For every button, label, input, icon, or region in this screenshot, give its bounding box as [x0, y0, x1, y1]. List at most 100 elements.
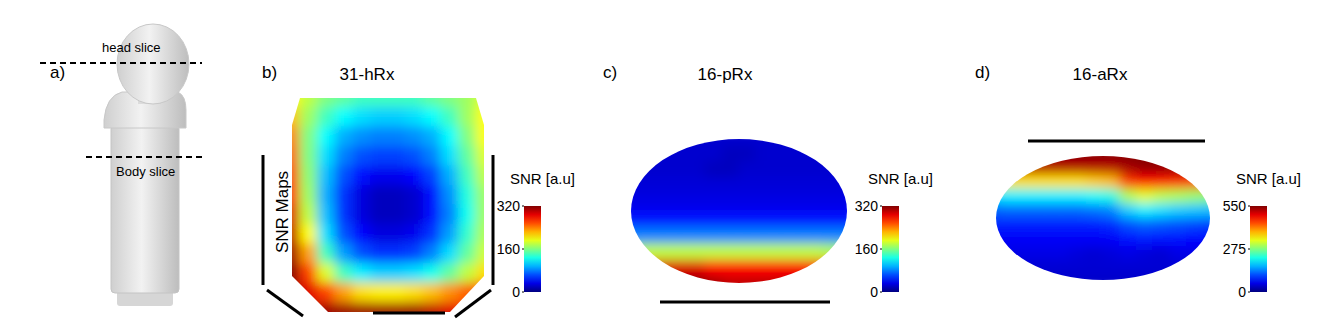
heat-cell — [476, 88, 495, 109]
heat-cell — [1136, 146, 1154, 161]
heat-cell — [335, 185, 354, 206]
panel-label: c) — [603, 63, 617, 82]
heat-cell — [772, 276, 790, 293]
colorbar-tick — [880, 292, 882, 293]
heat-cell — [1186, 160, 1204, 175]
heat-cell — [335, 283, 354, 304]
heat-cell — [1186, 146, 1204, 161]
heat-cell — [388, 205, 407, 226]
heat-cell — [823, 227, 841, 244]
heat-cell — [1086, 218, 1104, 233]
heat-cell — [335, 166, 354, 187]
heat-cell — [986, 261, 1004, 276]
heat-cell — [1069, 232, 1087, 247]
colorbar-tick — [522, 206, 524, 207]
heat-cell — [299, 205, 318, 226]
heat-cell — [299, 283, 318, 304]
heat-cell — [671, 194, 689, 211]
heat-cell — [671, 145, 689, 162]
heat-cell — [621, 194, 639, 211]
heat-cell — [840, 178, 858, 195]
heat-cell — [789, 227, 807, 244]
heat-cell — [705, 145, 723, 162]
heat-cell — [423, 224, 442, 245]
heat-cell — [772, 227, 790, 244]
heat-cell — [1069, 261, 1087, 276]
colorbar-tick-label: 550 — [1223, 198, 1247, 214]
heat-cell — [722, 227, 740, 244]
heat-cell — [637, 211, 655, 228]
heat-cell — [317, 185, 336, 206]
heat-cell — [299, 166, 318, 187]
heat-cell — [1002, 275, 1020, 290]
heat-cell — [1002, 232, 1020, 247]
heat-cell — [458, 244, 477, 265]
heat-cell — [722, 260, 740, 277]
heat-cell — [370, 283, 389, 304]
heat-cell — [1036, 189, 1054, 204]
heat-cell — [388, 224, 407, 245]
heat-cell — [688, 129, 706, 146]
map-area — [282, 88, 495, 323]
heat-cell — [282, 88, 301, 109]
heat-cell — [1203, 232, 1221, 247]
heat-cell — [405, 205, 424, 226]
heat-cell — [335, 88, 354, 109]
heat-cell — [1169, 261, 1187, 276]
heat-cell — [722, 129, 740, 146]
heat-cell — [671, 260, 689, 277]
heat-cell — [1052, 275, 1070, 290]
heat-cell — [299, 224, 318, 245]
heat-cell — [688, 178, 706, 195]
coil-element — [267, 290, 303, 316]
heat-cell — [823, 161, 841, 178]
heat-cell — [1136, 232, 1154, 247]
heat-cell — [621, 145, 639, 162]
heat-cell — [370, 185, 389, 206]
colorbar — [882, 206, 899, 292]
heat-cell — [986, 160, 1004, 175]
heat-cell — [654, 243, 672, 260]
heat-cell — [671, 227, 689, 244]
heat-cell — [352, 244, 371, 265]
heat-cell — [688, 161, 706, 178]
heat-cell — [621, 161, 639, 178]
heat-cell — [441, 244, 460, 265]
colorbar-tick — [880, 206, 882, 207]
heat-cell — [654, 211, 672, 228]
map-title: 31-hRx — [340, 65, 395, 84]
colorbar-tick — [1248, 249, 1250, 250]
heat-cell — [739, 260, 757, 277]
heat-cell — [621, 276, 639, 293]
heat-cell — [423, 244, 442, 265]
heat-cell — [1019, 246, 1037, 261]
heat-cell — [1186, 218, 1204, 233]
heat-cell — [1169, 218, 1187, 233]
heat-cell — [705, 227, 723, 244]
panel-label: d) — [975, 63, 990, 82]
heat-cell — [1052, 160, 1070, 175]
body-slice-line — [86, 156, 202, 158]
heat-cell — [441, 205, 460, 226]
heat-cell — [388, 107, 407, 128]
heat-cell — [317, 224, 336, 245]
colorbar-label: SNR [a.u] — [1236, 170, 1301, 187]
heat-cell — [1002, 174, 1020, 189]
heat-cell — [671, 243, 689, 260]
phantom-label: head slice — [102, 40, 161, 55]
colorbar-tick-label: 0 — [870, 284, 878, 300]
heat-cell — [1169, 189, 1187, 204]
heat-cell — [1069, 218, 1087, 233]
heat-cell — [1203, 261, 1221, 276]
heat-cell — [1069, 189, 1087, 204]
phantom-panel: head sliceBody slice — [40, 24, 202, 306]
heat-cell — [806, 194, 824, 211]
row-label: SNR Maps — [273, 171, 292, 253]
heat-cell — [282, 283, 301, 304]
heat-cell — [755, 145, 773, 162]
heat-cell — [840, 161, 858, 178]
heat-cell — [823, 260, 841, 277]
heat-cell — [986, 203, 1004, 218]
heat-cell — [671, 178, 689, 195]
heat-cell — [441, 127, 460, 148]
